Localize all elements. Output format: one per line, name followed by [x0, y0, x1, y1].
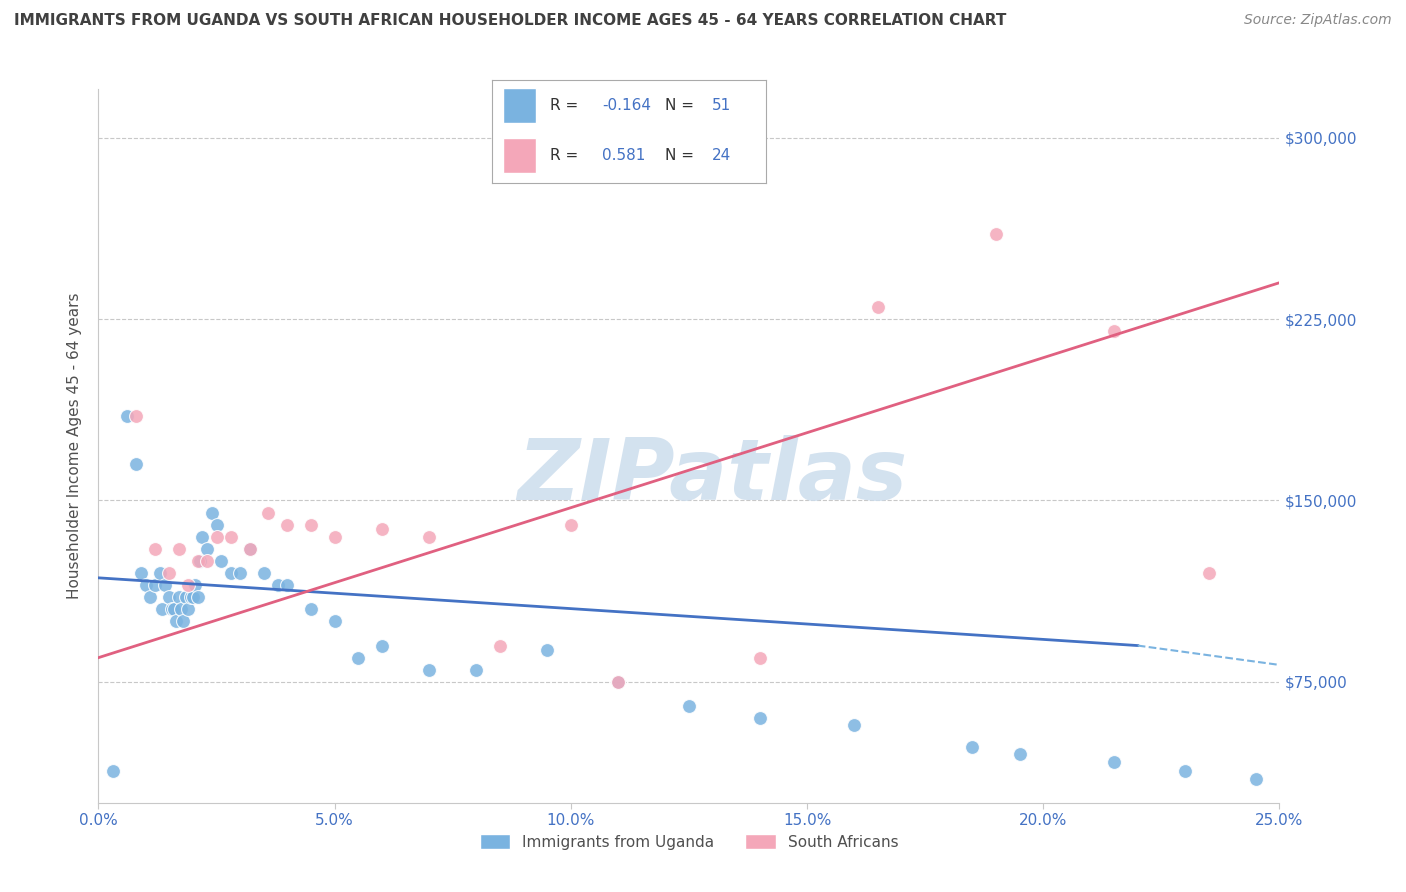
Point [984, 227, 1007, 242]
Legend: Immigrants from Uganda, South Africans: Immigrants from Uganda, South Africans [474, 828, 904, 855]
Point [129, 566, 152, 580]
Point [371, 639, 394, 653]
Point [1198, 566, 1220, 580]
Point [257, 506, 280, 520]
Text: Source: ZipAtlas.com: Source: ZipAtlas.com [1244, 13, 1392, 28]
Text: -0.164: -0.164 [602, 98, 651, 113]
Point [239, 541, 262, 556]
Point [181, 590, 204, 604]
Point [209, 554, 232, 568]
Point [323, 530, 346, 544]
Point [323, 615, 346, 629]
Point [167, 541, 190, 556]
Point [748, 711, 770, 725]
Point [177, 602, 200, 616]
Point [276, 517, 298, 532]
Point [195, 541, 218, 556]
Point [115, 409, 138, 423]
Point [347, 650, 370, 665]
Point [253, 566, 276, 580]
Point [489, 639, 512, 653]
Point [101, 764, 124, 779]
Point [1102, 755, 1125, 769]
Point [177, 578, 200, 592]
Point [150, 602, 173, 616]
Point [962, 740, 984, 755]
Point [195, 554, 218, 568]
Point [219, 530, 242, 544]
Point [191, 530, 214, 544]
Point [163, 602, 186, 616]
Y-axis label: Householder Income Ages 45 - 64 years: Householder Income Ages 45 - 64 years [67, 293, 83, 599]
Point [418, 663, 440, 677]
Point [1102, 324, 1125, 338]
Point [607, 674, 630, 689]
Point [184, 578, 207, 592]
Point [465, 663, 488, 677]
Point [1174, 764, 1197, 779]
Point [180, 590, 202, 604]
Point [167, 590, 190, 604]
Text: R =: R = [550, 148, 578, 162]
Point [157, 590, 180, 604]
Point [170, 602, 193, 616]
Text: N =: N = [665, 98, 693, 113]
Text: 0.581: 0.581 [602, 148, 645, 162]
Point [205, 530, 228, 544]
Point [299, 517, 322, 532]
Point [188, 554, 211, 568]
Point [560, 517, 582, 532]
Point [844, 718, 866, 732]
Point [149, 566, 172, 580]
Point [160, 602, 183, 616]
Point [418, 530, 440, 544]
Point [239, 541, 262, 556]
Point [1008, 747, 1031, 762]
Point [153, 578, 176, 592]
Point [371, 523, 394, 537]
Point [229, 566, 252, 580]
Point [125, 409, 148, 423]
Text: N =: N = [665, 148, 693, 162]
Point [143, 578, 166, 592]
Point [607, 674, 630, 689]
Point [299, 602, 322, 616]
Point [678, 699, 700, 714]
Point [187, 554, 209, 568]
Point [267, 578, 290, 592]
Point [157, 566, 180, 580]
Point [536, 643, 558, 657]
Point [205, 517, 228, 532]
FancyBboxPatch shape [503, 137, 536, 173]
Point [139, 590, 162, 604]
Point [748, 650, 770, 665]
Point [143, 541, 166, 556]
FancyBboxPatch shape [503, 88, 536, 123]
Point [866, 300, 889, 314]
Point [165, 615, 187, 629]
Text: IMMIGRANTS FROM UGANDA VS SOUTH AFRICAN HOUSEHOLDER INCOME AGES 45 - 64 YEARS CO: IMMIGRANTS FROM UGANDA VS SOUTH AFRICAN … [14, 13, 1007, 29]
Text: 51: 51 [711, 98, 731, 113]
Point [187, 590, 209, 604]
Point [125, 457, 148, 471]
Point [1244, 772, 1267, 786]
Point [219, 566, 242, 580]
Text: 24: 24 [711, 148, 731, 162]
Text: ZIPatlas: ZIPatlas [517, 434, 908, 517]
Point [172, 615, 194, 629]
Point [201, 506, 224, 520]
Point [276, 578, 298, 592]
Point [135, 578, 157, 592]
Text: R =: R = [550, 98, 578, 113]
Point [174, 590, 197, 604]
